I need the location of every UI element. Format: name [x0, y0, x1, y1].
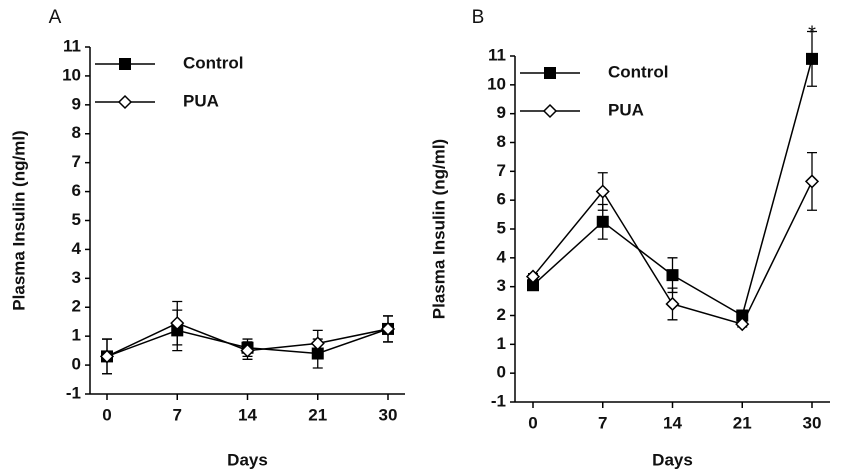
y-tick-label: 1: [497, 334, 506, 353]
panel-label: A: [49, 7, 62, 28]
y-tick-label: 3: [72, 268, 81, 287]
y-tick-label: 3: [497, 276, 506, 295]
marker: [119, 58, 131, 70]
x-axis-label: Days: [652, 450, 693, 469]
y-tick-label: 5: [497, 218, 506, 237]
x-tick-label: 7: [173, 405, 182, 424]
y-tick-label: 0: [72, 355, 81, 374]
annotation: *: [808, 22, 816, 44]
y-tick-label: 10: [487, 74, 506, 93]
marker: [596, 215, 609, 228]
y-tick-label: 11: [488, 45, 506, 64]
x-tick-label: 14: [663, 413, 682, 432]
marker: [735, 317, 750, 332]
marker: [310, 336, 325, 351]
x-axis-label: Days: [227, 450, 268, 469]
y-tick-label: 6: [72, 181, 81, 200]
y-tick-label: 5: [72, 210, 81, 229]
marker: [99, 349, 115, 364]
x-tick-label: 21: [308, 405, 327, 424]
y-tick-label: 9: [497, 103, 506, 122]
legend-label: PUA: [608, 100, 644, 119]
x-tick-label: 14: [238, 405, 257, 424]
panel-label: B: [472, 7, 485, 28]
marker: [595, 184, 610, 199]
y-tick-label: 4: [72, 239, 82, 258]
x-tick-label: 21: [733, 413, 752, 432]
marker: [117, 94, 133, 110]
x-tick-label: 0: [528, 413, 537, 432]
marker: [804, 174, 820, 189]
legend-label: PUA: [183, 91, 219, 110]
x-tick-label: 30: [803, 413, 822, 432]
legend-label: Control: [608, 62, 668, 81]
y-tick-label: 8: [497, 132, 506, 151]
y-tick-label: 7: [497, 161, 506, 180]
y-tick-label: 8: [72, 123, 81, 142]
marker: [806, 52, 818, 65]
legend-label: Control: [183, 53, 243, 72]
y-tick-label: 10: [62, 65, 81, 84]
marker: [542, 103, 558, 119]
y-tick-label: 1: [72, 326, 81, 345]
marker: [544, 67, 556, 79]
y-tick-label: 6: [497, 190, 506, 209]
y-tick-label: 4: [497, 247, 507, 266]
x-tick-label: 7: [598, 413, 607, 432]
marker: [665, 296, 680, 312]
y-axis-label: Plasma Insulin (ng/ml): [9, 130, 28, 310]
y-tick-label: -1: [491, 391, 506, 410]
marker: [525, 269, 541, 284]
y-tick-label: 11: [63, 36, 81, 55]
marker: [666, 269, 679, 282]
x-tick-label: 30: [379, 405, 398, 424]
marker: [240, 343, 255, 358]
y-tick-label: 0: [497, 363, 506, 382]
marker: [170, 316, 185, 331]
x-tick-label: 0: [102, 405, 111, 424]
y-tick-label: -1: [66, 383, 81, 402]
marker: [380, 321, 396, 336]
y-tick-label: 7: [72, 152, 81, 171]
marker: [527, 279, 539, 292]
y-tick-label: 9: [72, 94, 81, 113]
y-tick-label: 2: [497, 305, 506, 324]
y-tick-label: 2: [72, 297, 81, 316]
y-axis-label: Plasma Insulin (ng/ml): [429, 139, 448, 319]
